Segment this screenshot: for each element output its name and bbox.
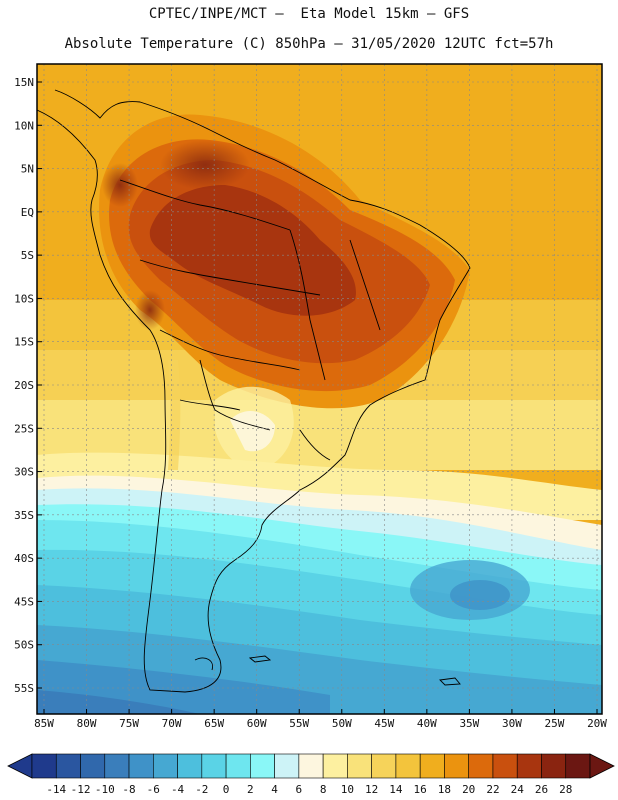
colorbar-swatch xyxy=(55,753,81,779)
lat-label: EQ xyxy=(21,206,34,219)
colorbar-swatch xyxy=(371,753,397,779)
colorbar-label: 28 xyxy=(559,783,572,796)
colorbar-swatch xyxy=(444,753,469,779)
colorbar-swatch xyxy=(274,753,300,779)
colorbar-label: 24 xyxy=(511,783,525,796)
lon-label: 40W xyxy=(417,717,437,730)
lon-label: 20W xyxy=(587,717,607,730)
colorbar-swatch xyxy=(492,753,518,779)
colorbar-label: 4 xyxy=(271,783,278,796)
colorbar-label: -2 xyxy=(195,783,208,796)
lat-label: 30S xyxy=(14,466,34,479)
lat-label: 15N xyxy=(14,76,34,89)
colorbar-max-arrow xyxy=(589,753,615,779)
colorbar-swatch xyxy=(80,753,106,779)
colorbar-label: 12 xyxy=(365,783,378,796)
colorbar-swatch xyxy=(225,753,251,779)
lon-label: 85W xyxy=(34,717,54,730)
colorbar-label: -12 xyxy=(71,783,91,796)
colorbar-swatch xyxy=(153,753,178,779)
temperature-field xyxy=(37,64,602,714)
latitude-axis: 15N 10N 5N EQ 5S 10S 15S 20S 25S 30S 35S 40S 45S 50S 5… xyxy=(14,76,42,695)
lon-label: 35W xyxy=(459,717,479,730)
lat-label: 25S xyxy=(14,422,34,435)
lon-label: 70W xyxy=(162,717,182,730)
colorbar-swatch xyxy=(128,753,154,779)
colorbar-swatch xyxy=(250,753,275,779)
colorbar-label: 14 xyxy=(389,783,403,796)
lon-label: 55W xyxy=(289,717,309,730)
colorbar-swatch xyxy=(298,753,324,779)
lat-label: 45S xyxy=(14,595,34,608)
colorbar-label: 26 xyxy=(535,783,548,796)
colorbar-min-arrow xyxy=(7,753,33,779)
colorbar-label: -10 xyxy=(95,783,115,796)
chart-title-line2: Absolute Temperature (C) 850hPa – 31/05/… xyxy=(64,36,554,52)
colorbar-label: 8 xyxy=(320,783,327,796)
colorbar-swatch xyxy=(347,753,372,779)
lat-label: 55S xyxy=(14,682,34,695)
lon-label: 45W xyxy=(374,717,394,730)
lat-label: 20S xyxy=(14,379,34,392)
colorbar-swatch xyxy=(395,753,421,779)
lon-label: 30W xyxy=(502,717,522,730)
colorbar-swatch xyxy=(516,753,542,779)
lon-label: 65W xyxy=(204,717,224,730)
lat-label: 5S xyxy=(21,249,34,262)
graticule xyxy=(37,64,602,714)
colorbar-swatch xyxy=(541,753,567,779)
lat-label: 10N xyxy=(14,119,34,132)
longitude-axis: 85W 80W 75W 70W 65W 60W 55W 50W 45W 40W 35W 30W 25W 2… xyxy=(34,709,607,730)
lat-label: 10S xyxy=(14,292,34,305)
colorbar-swatch xyxy=(201,753,227,779)
lon-label: 60W xyxy=(247,717,267,730)
colorbar-swatch xyxy=(468,753,494,779)
colorbar-label: 2 xyxy=(247,783,254,796)
colorbar-swatch xyxy=(419,753,445,779)
colorbar-label: -4 xyxy=(171,783,185,796)
lon-label: 75W xyxy=(119,717,139,730)
lat-label: 5N xyxy=(21,163,34,176)
colorbar-swatch xyxy=(31,753,57,779)
colorbar-label: 10 xyxy=(341,783,354,796)
colorbar-label: -8 xyxy=(122,783,135,796)
lon-label: 80W xyxy=(77,717,97,730)
colorbar-swatch xyxy=(565,753,591,779)
colorbar: -14 -12 -10 -8 -6 -4 -2 0 2 4 6 8 10 12 14 16 18 20 22 24 26… xyxy=(7,753,615,796)
colorbar-swatch xyxy=(177,753,203,779)
colorbar-label: 16 xyxy=(414,783,427,796)
colorbar-swatch xyxy=(322,753,348,779)
colorbar-swatch xyxy=(104,753,130,779)
colorbar-label: 20 xyxy=(462,783,475,796)
lat-label: 50S xyxy=(14,639,34,652)
lon-label: 50W xyxy=(332,717,352,730)
lat-label: 35S xyxy=(14,509,34,522)
colorbar-label: -6 xyxy=(147,783,160,796)
colorbar-label: 0 xyxy=(223,783,230,796)
chart-title-line1: CPTEC/INPE/MCT – Eta Model 15km – GFS xyxy=(148,6,470,22)
lon-label: 25W xyxy=(545,717,565,730)
lat-label: 15S xyxy=(14,336,34,349)
coastlines xyxy=(37,89,471,693)
plot-frame xyxy=(36,63,603,715)
colorbar-label: 22 xyxy=(486,783,499,796)
colorbar-label: -14 xyxy=(46,783,66,796)
colorbar-label: 18 xyxy=(438,783,451,796)
lat-label: 40S xyxy=(14,552,34,565)
colorbar-label: 6 xyxy=(296,783,303,796)
